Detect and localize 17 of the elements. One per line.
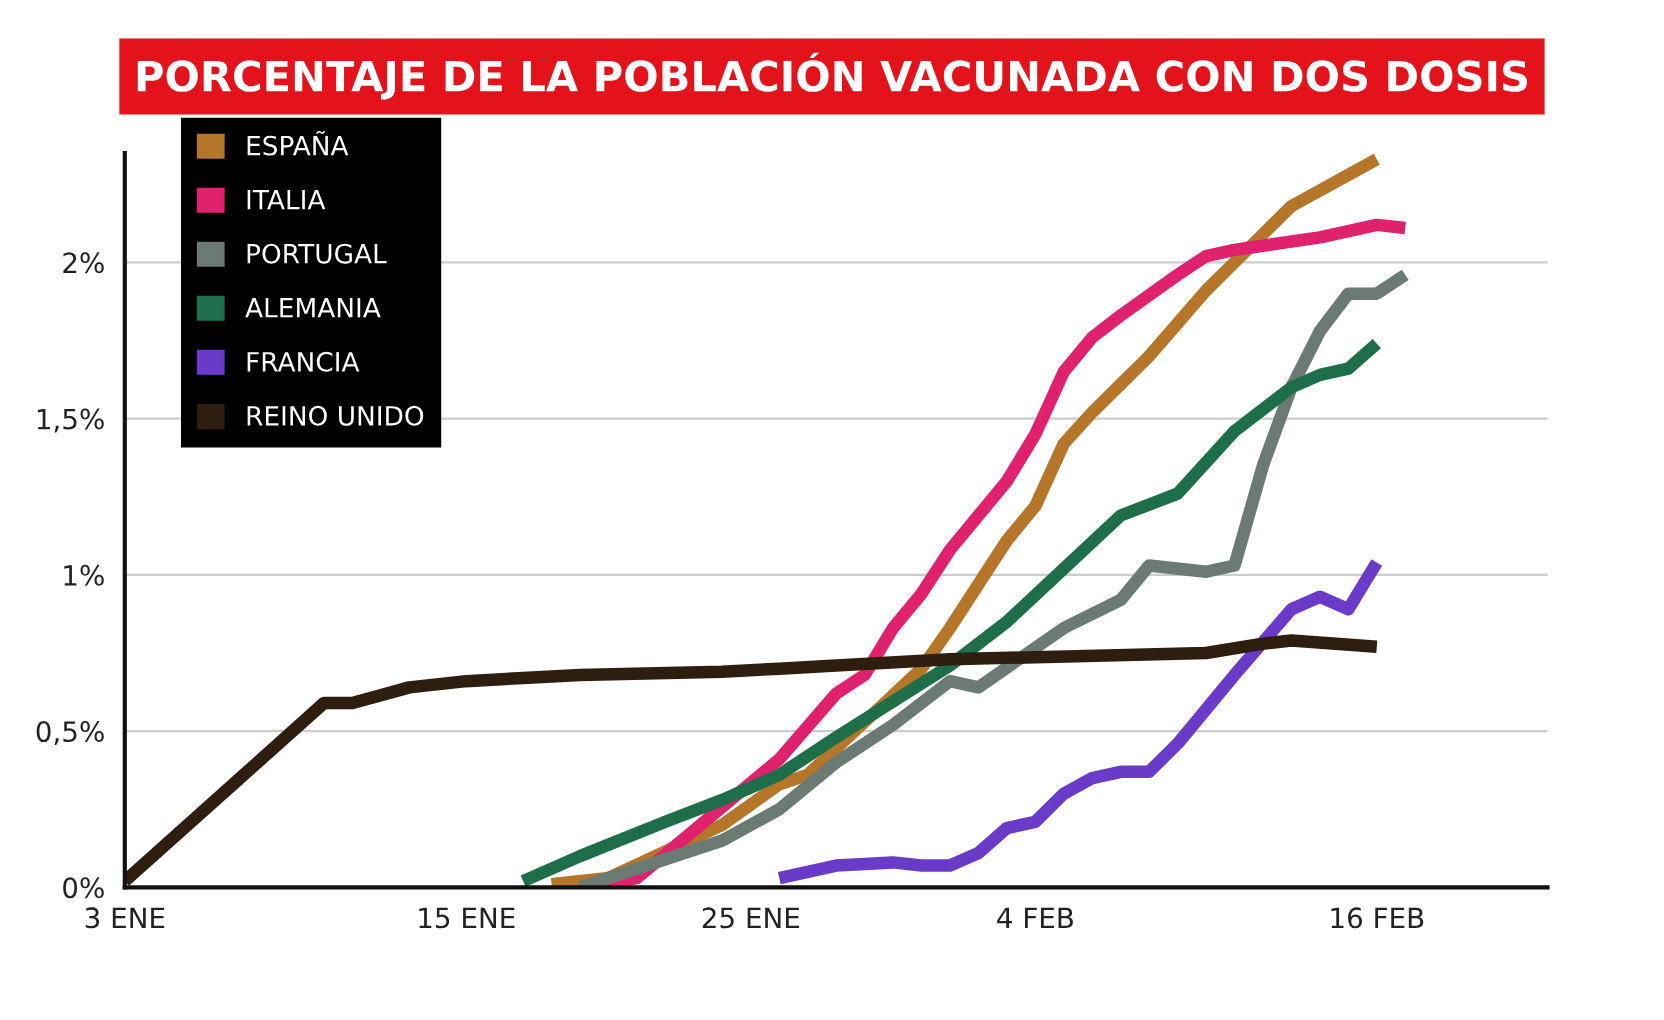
y-tick-label: 1,5% bbox=[37, 408, 104, 433]
legend-label: PORTUGAL bbox=[247, 243, 387, 264]
x-tick-label: 4 FEB bbox=[997, 907, 1073, 928]
y-tick-label: 1% bbox=[64, 564, 104, 586]
legend-label: ITALIA bbox=[247, 190, 326, 210]
x-tick-label: 15 ENE bbox=[419, 907, 515, 929]
x-tick-label: 25 ENE bbox=[702, 907, 800, 929]
y-tick-label: 2% bbox=[63, 252, 104, 274]
legend-label: ESPAÑA bbox=[247, 130, 349, 156]
legend-label: REINO UNIDO bbox=[247, 405, 424, 426]
chart-title: PORCENTAJE DE LA POBLACIÓN VACUNADA CON DOS DOSIS bbox=[137, 52, 1527, 100]
x-tick-label: 16 FEB bbox=[1331, 907, 1424, 929]
legend-label: FRANCIA bbox=[247, 351, 360, 372]
y-tick-label: 0,5% bbox=[36, 721, 104, 745]
x-tick-label: 3 ENE bbox=[85, 907, 165, 929]
y-tick-label: 0% bbox=[63, 877, 104, 899]
legend-label: ALEMANIA bbox=[245, 298, 381, 318]
